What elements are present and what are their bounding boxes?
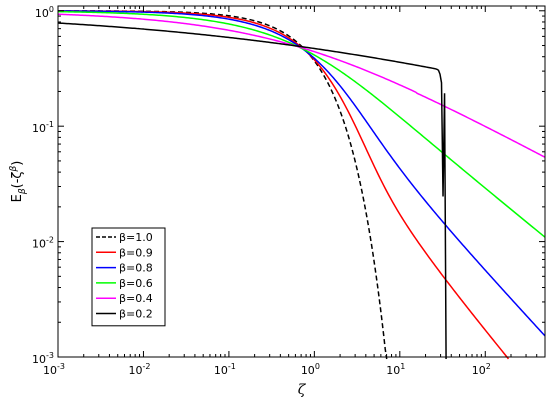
y-tick-label: 10-3	[32, 351, 54, 366]
x-tick-label: 100	[301, 362, 320, 377]
y-axis-label-text: Eβ(-ζβ)	[9, 161, 28, 203]
y-tick-labels: 10-3 10-2 10-1 100	[32, 5, 54, 366]
x-tick-label: 10-3	[43, 362, 65, 377]
y-axis-label: Eβ(-ζβ)	[9, 161, 28, 203]
series-line-0-2	[57, 22, 447, 360]
x-tick-label: 101	[386, 362, 405, 377]
legend-label: β=0.9	[119, 246, 153, 259]
legend-box	[91, 227, 166, 327]
legend-label: β=0.8	[119, 262, 153, 275]
x-tick-label: 10-1	[214, 362, 236, 377]
legend-label: β=1.0	[119, 231, 153, 244]
series-line-0-4	[57, 13, 546, 158]
legend: β=1.0 β=0.9 β=0.8 β=0.6 β=0.4 β=0.2	[91, 227, 166, 327]
series-line-1-0	[58, 10, 388, 360]
axis-ticks	[57, 6, 546, 358]
x-axis-label: ζ	[298, 382, 307, 398]
y-tick-label: 10-1	[32, 120, 54, 135]
legend-label: β=0.6	[119, 277, 153, 290]
y-tick-label: 100	[35, 5, 54, 20]
series-curves	[57, 10, 546, 360]
y-tick-label: 10-2	[32, 236, 54, 251]
legend-label: β=0.4	[119, 292, 153, 305]
legend-label: β=0.2	[119, 308, 153, 321]
x-tick-label: 102	[472, 362, 491, 377]
x-tick-label: 10-2	[128, 362, 150, 377]
x-tick-labels: 10-3 10-2 10-1 100 101 102	[43, 362, 491, 377]
